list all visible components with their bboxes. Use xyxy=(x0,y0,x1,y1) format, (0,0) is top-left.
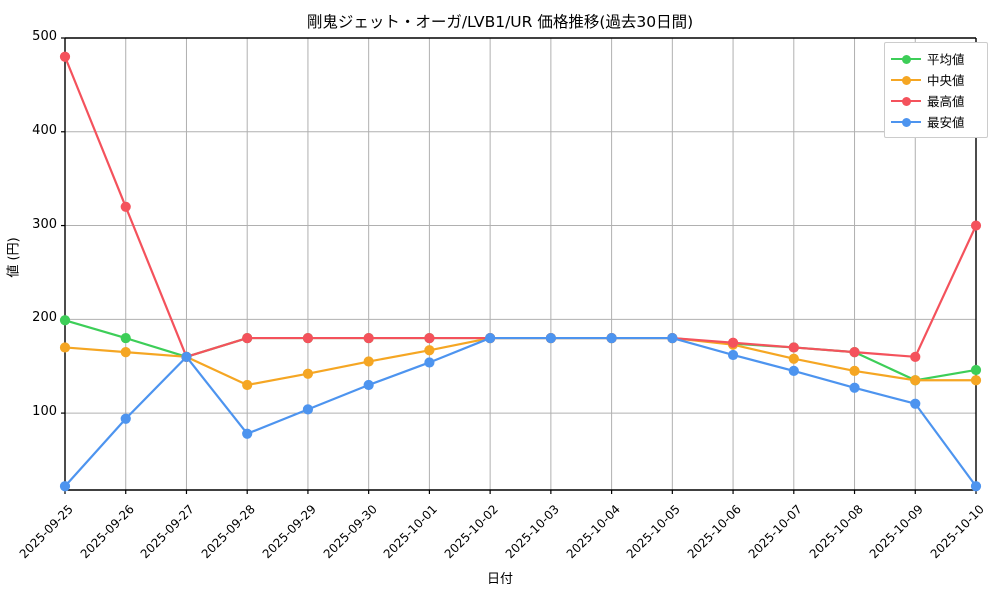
legend-swatch-icon xyxy=(891,52,921,66)
series-1 xyxy=(59,332,982,391)
legend-swatch-icon xyxy=(891,115,921,129)
series-2 xyxy=(59,51,982,362)
chart-title: 剛鬼ジェット・オーガ/LVB1/UR 価格推移(過去30日間) xyxy=(306,13,694,31)
x-axis-label: 日付 xyxy=(486,572,513,587)
legend-swatch-icon xyxy=(891,94,921,108)
legend-label: 最安値 xyxy=(927,115,965,130)
y-tick-label: 200 xyxy=(32,310,57,326)
axis-tick-marks xyxy=(61,37,977,494)
legend-label: 中央値 xyxy=(927,73,965,88)
grid-lines xyxy=(64,37,977,490)
legend-label: 最高値 xyxy=(927,94,965,109)
y-tick-label: 400 xyxy=(32,122,57,138)
y-tick-label: 100 xyxy=(32,404,57,420)
legend-item-1[interactable]: 中央値 xyxy=(891,69,981,90)
chart-legend: 平均値中央値最高値最安値 xyxy=(884,42,988,138)
legend-item-0[interactable]: 平均値 xyxy=(891,48,981,69)
y-tick-label: 300 xyxy=(32,216,57,232)
series-3 xyxy=(59,332,982,492)
axis-spines xyxy=(64,37,977,491)
legend-item-3[interactable]: 最安値 xyxy=(891,111,981,132)
legend-item-2[interactable]: 最高値 xyxy=(891,90,981,111)
y-tick-label: 500 xyxy=(32,29,57,44)
legend-label: 平均値 xyxy=(927,52,965,67)
legend-swatch-icon xyxy=(891,73,921,87)
